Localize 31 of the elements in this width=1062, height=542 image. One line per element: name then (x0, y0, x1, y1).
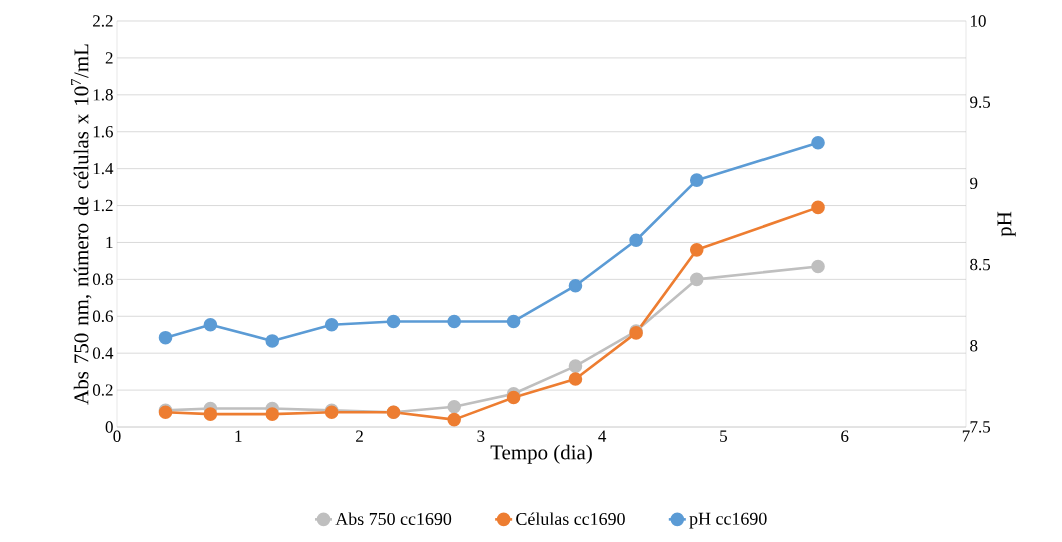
x-tick-label: 2 (356, 430, 363, 442)
y2-axis-title: pH (997, 211, 1016, 237)
x-tick-label: 1 (235, 430, 242, 442)
y2-tick-label: 8 (970, 340, 978, 352)
y2-tick-label: 7.5 (970, 421, 991, 433)
y-tick-label: 1.8 (93, 89, 113, 101)
x-tick-label: 5 (720, 430, 728, 442)
legend-label: pH cc1690 (689, 512, 767, 529)
x-tick-label: 4 (598, 430, 607, 442)
y2-tick-label: 9.5 (970, 96, 991, 108)
y-tick-label: 0.6 (92, 310, 113, 323)
y-tick-label: 0.4 (92, 347, 114, 359)
y-tick-label: 0.2 (92, 384, 113, 396)
y-tick-label: 1.4 (93, 162, 114, 175)
x-tick-label: 3 (477, 430, 485, 442)
x-tick-label: 7 (962, 430, 970, 442)
y2-tick-label: 10 (971, 15, 986, 27)
y2-tick-label: 9 (970, 177, 978, 190)
y-tick-label: 1.2 (93, 199, 113, 212)
y-tick-label: 1.6 (93, 125, 113, 138)
y-axis-title: Abs 750 nm, número de células x 10$^{7}$/mL (71, 44, 92, 405)
y-tick-label: 2 (105, 52, 113, 64)
legend-label: Abs 750 cc1690 (335, 512, 452, 526)
y-tick-label: 1 (106, 236, 113, 249)
x-tick-label: 6 (841, 430, 849, 442)
x-axis-title: Tempo (dia) (490, 444, 592, 464)
y-tick-label: 0.8 (92, 273, 113, 286)
legend-label: Células cc1690 (516, 512, 625, 526)
y-tick-label: 0 (105, 421, 113, 433)
y-tick-label: 2.2 (93, 15, 113, 27)
y2-tick-label: 8.5 (970, 258, 991, 271)
